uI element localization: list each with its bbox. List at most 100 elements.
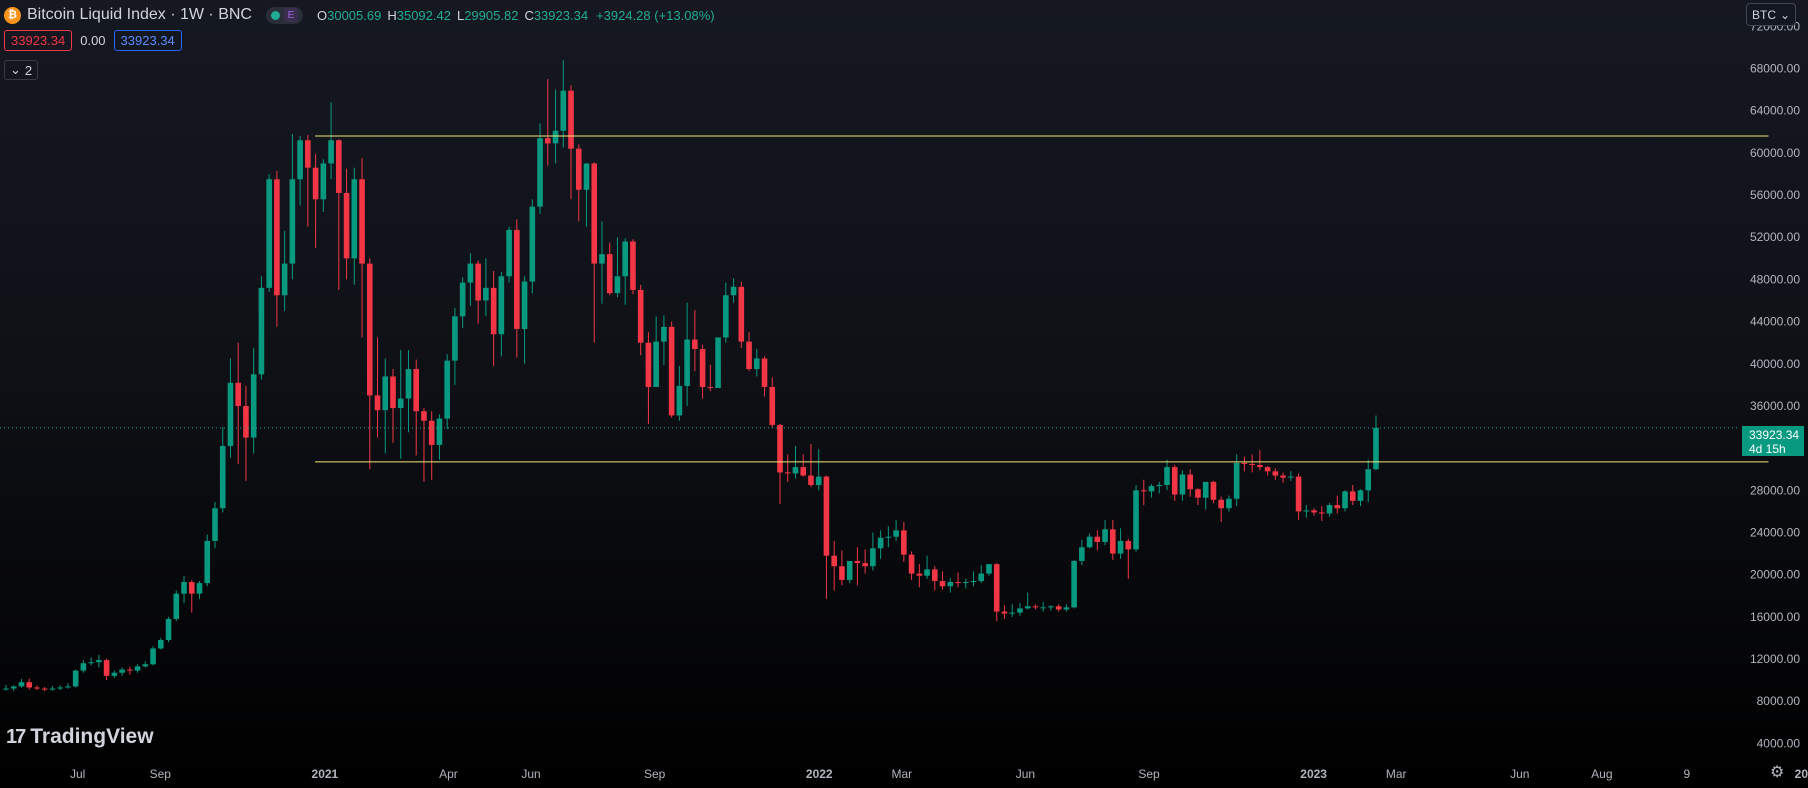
ohlc-close-label: C xyxy=(524,7,534,23)
candle-body xyxy=(645,342,652,387)
candle-body xyxy=(1102,529,1108,542)
candle-body xyxy=(351,179,358,259)
candle-body xyxy=(390,376,396,409)
candle-body xyxy=(483,287,489,301)
candle-body xyxy=(258,287,265,375)
y-axis-tick-label: 64000.00 xyxy=(1750,104,1800,118)
x-axis-tick-label: Aug xyxy=(1591,767,1612,781)
indicator-pill[interactable]: E xyxy=(265,6,303,24)
candle-body xyxy=(800,467,807,476)
candle-body xyxy=(1195,489,1201,498)
x-axis-tick-label: 2023 xyxy=(1300,767,1327,781)
candle-body xyxy=(661,326,667,342)
collapse-indicators-button[interactable]: ⌄ 2 xyxy=(4,60,39,80)
candle-body xyxy=(397,398,404,409)
y-axis-tick-label: 48000.00 xyxy=(1750,272,1800,286)
candle-body xyxy=(250,374,257,438)
candle-body xyxy=(839,566,845,580)
candle-body xyxy=(1210,481,1217,500)
candle-body xyxy=(10,686,17,689)
last-price-label: 33923.34 4d 15h xyxy=(1742,426,1804,456)
candle-body xyxy=(1133,490,1139,550)
candle-body xyxy=(1202,481,1209,498)
candle-body xyxy=(436,418,443,445)
candle-body xyxy=(212,508,218,541)
symbol-title[interactable]: Bitcoin Liquid Index · 1W · BNC xyxy=(27,6,252,23)
tradingview-watermark[interactable]: 17 TradingView xyxy=(6,725,154,749)
candle-body xyxy=(1373,427,1379,470)
gear-icon[interactable]: ⚙ xyxy=(1770,764,1785,781)
candle-body xyxy=(854,560,861,564)
candle-body xyxy=(3,688,9,690)
candle-body xyxy=(34,687,40,689)
x-axis-tick-label: Sep xyxy=(150,767,172,781)
candle-body xyxy=(181,582,187,594)
ohlc-open-value: 30005.69 xyxy=(327,7,382,23)
candle-body xyxy=(947,582,954,587)
candle-body xyxy=(289,179,296,264)
candle-body xyxy=(823,476,830,556)
candle-body xyxy=(498,276,505,335)
y-axis-tick-label: 44000.00 xyxy=(1750,315,1800,329)
candle-body xyxy=(1280,475,1286,478)
candle-body xyxy=(753,358,760,370)
y-axis-tick-label: 12000.00 xyxy=(1750,652,1800,666)
bar-countdown: 4d 15h xyxy=(1749,442,1786,456)
candle-body xyxy=(723,295,729,338)
candle-body xyxy=(653,341,659,387)
candle-body xyxy=(893,530,899,537)
sell-price-button[interactable]: 33923.34 xyxy=(4,30,73,51)
bitcoin-icon: ₿ xyxy=(4,6,21,24)
candle-body xyxy=(134,666,141,671)
candle-body xyxy=(405,369,412,399)
candle-body xyxy=(1342,491,1348,509)
candle-body xyxy=(575,148,582,190)
candle-body xyxy=(227,382,234,447)
candle-body xyxy=(637,289,644,343)
chevron-down-icon: ⌄ xyxy=(10,62,21,77)
candle-body xyxy=(96,660,102,663)
x-axis-tick-label: Jun xyxy=(521,767,540,781)
candle-body xyxy=(57,687,63,689)
candle-body xyxy=(374,395,381,411)
spread-value: 0.00 xyxy=(80,33,106,48)
candle-body xyxy=(1226,498,1232,509)
candle-body xyxy=(1063,607,1070,610)
candle-body xyxy=(150,648,156,665)
candle-body xyxy=(72,670,79,687)
x-axis-tick-label: Jul xyxy=(70,767,85,781)
chevron-down-icon: ⌄ xyxy=(1779,7,1790,22)
y-axis-tick-label: 8000.00 xyxy=(1757,694,1801,708)
candle-body xyxy=(506,229,512,277)
candle-body xyxy=(1272,471,1279,476)
candle-body xyxy=(1326,505,1333,514)
candle-body xyxy=(142,664,149,667)
candle-body xyxy=(761,358,768,387)
last-price-value: 33923.34 xyxy=(1749,428,1800,442)
candle-body xyxy=(359,179,365,264)
candle-body xyxy=(630,241,636,290)
candle-body xyxy=(103,660,110,676)
candle-body xyxy=(924,569,930,576)
x-axis-tick-label: Mar xyxy=(1386,767,1407,781)
currency-select[interactable]: BTC ⌄ xyxy=(1746,3,1796,26)
candle-body xyxy=(1257,465,1263,468)
candle-body xyxy=(537,138,543,207)
candle-body xyxy=(459,282,466,317)
candle-body xyxy=(1110,529,1116,554)
candle-body xyxy=(119,669,125,673)
candle-body xyxy=(1156,485,1163,487)
buy-price-button[interactable]: 33923.34 xyxy=(113,30,182,51)
candle-body xyxy=(219,446,226,509)
candle-body xyxy=(846,560,853,580)
candle-body xyxy=(993,564,1000,612)
candle-body xyxy=(452,316,458,361)
candle-body xyxy=(614,276,621,294)
x-axis-tick-label: 2024 xyxy=(1795,767,1808,781)
candle-body xyxy=(568,90,574,149)
candle-body xyxy=(1094,536,1101,542)
quote-row: 33923.34 0.00 33923.34 xyxy=(4,30,182,51)
candle-body xyxy=(1264,467,1271,472)
y-axis-tick-label: 52000.00 xyxy=(1750,230,1800,244)
